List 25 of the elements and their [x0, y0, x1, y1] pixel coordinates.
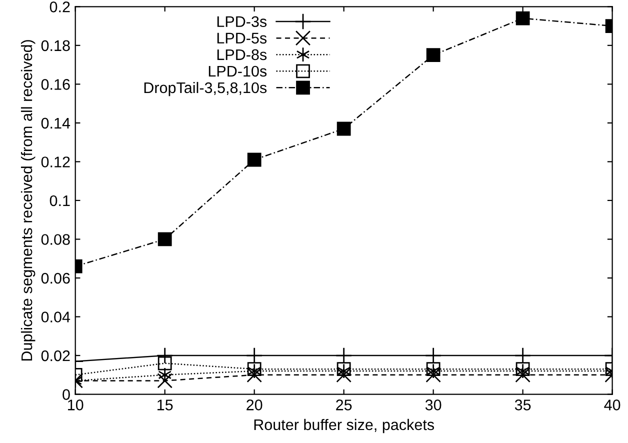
legend-label: DropTail-3,5,8,10s [144, 82, 267, 96]
legend-label: LPD-10s [208, 66, 267, 77]
x-tick-label: 20 [246, 400, 262, 410]
y-tick-label: 0.2 [50, 2, 70, 12]
x-tick-label: 40 [604, 400, 620, 410]
y-tick-label: 0 [62, 389, 70, 400]
x-axis-title: Router buffer size, packets [254, 418, 434, 434]
y-tick-label: 0.1 [50, 195, 70, 206]
y-tick-label: 0.08 [41, 234, 70, 245]
y-tick-label: 0.18 [41, 40, 70, 52]
y-tick-label: 0.16 [41, 79, 70, 90]
y-tick-label: 0.04 [41, 312, 70, 322]
legend-label: LPD-8s [217, 49, 267, 60]
legend-label: LPD-3s [217, 16, 267, 28]
y-tick-label: 0.06 [41, 272, 70, 284]
y-tick-label: 0.14 [41, 118, 70, 129]
y-axis-title: Duplicate segments received (from all received) [20, 40, 36, 361]
x-tick-label: 25 [336, 400, 352, 410]
x-tick-label: 35 [514, 400, 531, 410]
x-tick-label: 15 [158, 400, 173, 410]
y-tick-label: 0.12 [41, 156, 70, 168]
x-tick-label: 30 [425, 400, 442, 410]
y-tick-label: 0.02 [41, 350, 70, 362]
x-tick-label: 10 [68, 400, 84, 410]
legend-label: LPD-5s [217, 32, 267, 44]
